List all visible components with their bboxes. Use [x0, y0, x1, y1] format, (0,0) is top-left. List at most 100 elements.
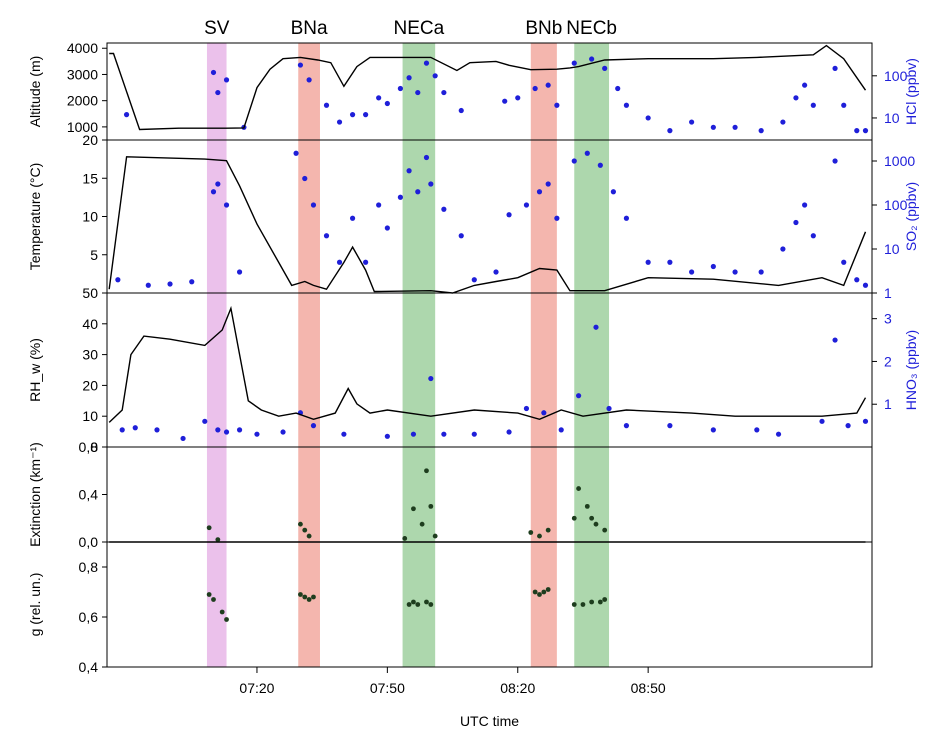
- marker-point: [793, 95, 799, 101]
- dot-point: [537, 533, 542, 539]
- marker-point: [545, 181, 551, 187]
- marker-point: [780, 119, 786, 125]
- y-tick-label: 0: [90, 439, 98, 455]
- panel-extinction: 0,0 0,4 0,8 Extinction (km⁻¹): [27, 439, 873, 550]
- marker-point: [323, 233, 330, 239]
- marker-point: [667, 128, 673, 134]
- marker-point: [397, 194, 403, 200]
- dot-series-g: [206, 587, 608, 622]
- marker-series-rh: [119, 324, 869, 442]
- marker-point: [545, 82, 551, 88]
- band-label-bnb: BNb: [525, 18, 562, 39]
- marker-point: [584, 150, 590, 156]
- marker-point: [862, 128, 869, 134]
- y-tick-label: 0,8: [79, 559, 99, 575]
- dot-point: [428, 602, 434, 607]
- marker-point: [775, 431, 782, 437]
- marker-point: [593, 324, 599, 330]
- y-tick-label: 20: [82, 377, 98, 393]
- marker-point: [306, 77, 312, 83]
- marker-point: [293, 150, 299, 156]
- marker-point: [597, 162, 603, 168]
- marker-point: [341, 431, 347, 437]
- marker-point: [423, 60, 430, 66]
- marker-point: [458, 107, 464, 114]
- marker-point: [215, 89, 221, 96]
- dot-point: [302, 594, 308, 600]
- right-axis-label-temperature: SO₂ (ppbv): [903, 182, 919, 251]
- marker-point: [415, 89, 421, 96]
- marker-point: [154, 427, 160, 433]
- dot-point: [298, 521, 303, 527]
- marker-point: [780, 246, 786, 252]
- marker-point: [506, 212, 512, 218]
- marker-point: [606, 405, 612, 412]
- marker-point: [623, 102, 630, 108]
- marker-point: [589, 56, 595, 62]
- dot-point: [402, 536, 408, 541]
- marker-point: [397, 85, 403, 92]
- marker-point: [810, 233, 816, 239]
- right-tick-label: 2: [884, 353, 892, 369]
- y-axis-label-g: g (rel. un.): [27, 573, 43, 637]
- x-axis-label: UTC time: [460, 713, 519, 729]
- marker-point: [180, 435, 186, 442]
- band-bna: [298, 43, 320, 667]
- dot-point: [580, 602, 586, 607]
- right-tick-label: 100: [884, 68, 908, 84]
- marker-point: [523, 405, 530, 412]
- marker-point: [493, 269, 499, 275]
- marker-point: [667, 423, 673, 429]
- marker-point: [384, 225, 390, 231]
- dot-point: [415, 602, 421, 607]
- band-neca: [402, 43, 436, 667]
- marker-point: [115, 277, 121, 283]
- marker-point: [645, 115, 651, 121]
- y-tick-label: 10: [82, 408, 98, 424]
- marker-point: [415, 189, 421, 195]
- y-tick-label: 3000: [67, 66, 98, 82]
- dot-point: [593, 521, 599, 527]
- y-tick-label: 2000: [67, 93, 98, 109]
- band-sv: [206, 43, 227, 667]
- x-tick-label: 07:50: [370, 680, 405, 696]
- marker-point: [854, 128, 860, 134]
- marker-point: [458, 233, 464, 239]
- marker-point: [428, 181, 434, 187]
- right-tick-label: 1: [884, 285, 892, 301]
- band-label-neca: NECa: [394, 18, 445, 39]
- marker-point: [710, 263, 716, 270]
- band-necb: [574, 43, 610, 667]
- y-axis-label-extinction: Extinction (km⁻¹): [27, 442, 43, 547]
- marker-point: [441, 89, 447, 96]
- marker-point: [432, 73, 438, 79]
- dot-point: [576, 486, 582, 491]
- right-tick-label: 100: [884, 197, 908, 213]
- marker-point: [810, 102, 816, 108]
- dot-point: [211, 597, 216, 602]
- dot-point: [224, 617, 229, 622]
- marker-point: [363, 112, 369, 118]
- highlight-bands: [206, 43, 610, 667]
- marker-point: [280, 429, 286, 435]
- line-series-temperature: [108, 156, 867, 294]
- marker-point: [710, 427, 716, 433]
- right-tick-label: 1: [884, 396, 892, 412]
- panel-frame: [106, 541, 873, 668]
- band-label-sv: SV: [204, 18, 230, 39]
- marker-point: [862, 282, 869, 288]
- dot-point: [219, 609, 225, 615]
- marker-point: [423, 154, 430, 161]
- dot-point: [298, 592, 303, 597]
- dot-point: [545, 587, 551, 592]
- y-tick-label: 1000: [67, 119, 98, 135]
- right-tick-label: 3: [884, 311, 892, 327]
- dot-point: [311, 594, 316, 600]
- marker-point: [223, 202, 230, 208]
- band-label-bna: BNa: [291, 18, 328, 39]
- marker-point: [602, 65, 608, 71]
- marker-point: [623, 215, 630, 221]
- marker-point: [471, 431, 477, 437]
- dot-point: [528, 530, 534, 535]
- dot-point: [428, 503, 434, 509]
